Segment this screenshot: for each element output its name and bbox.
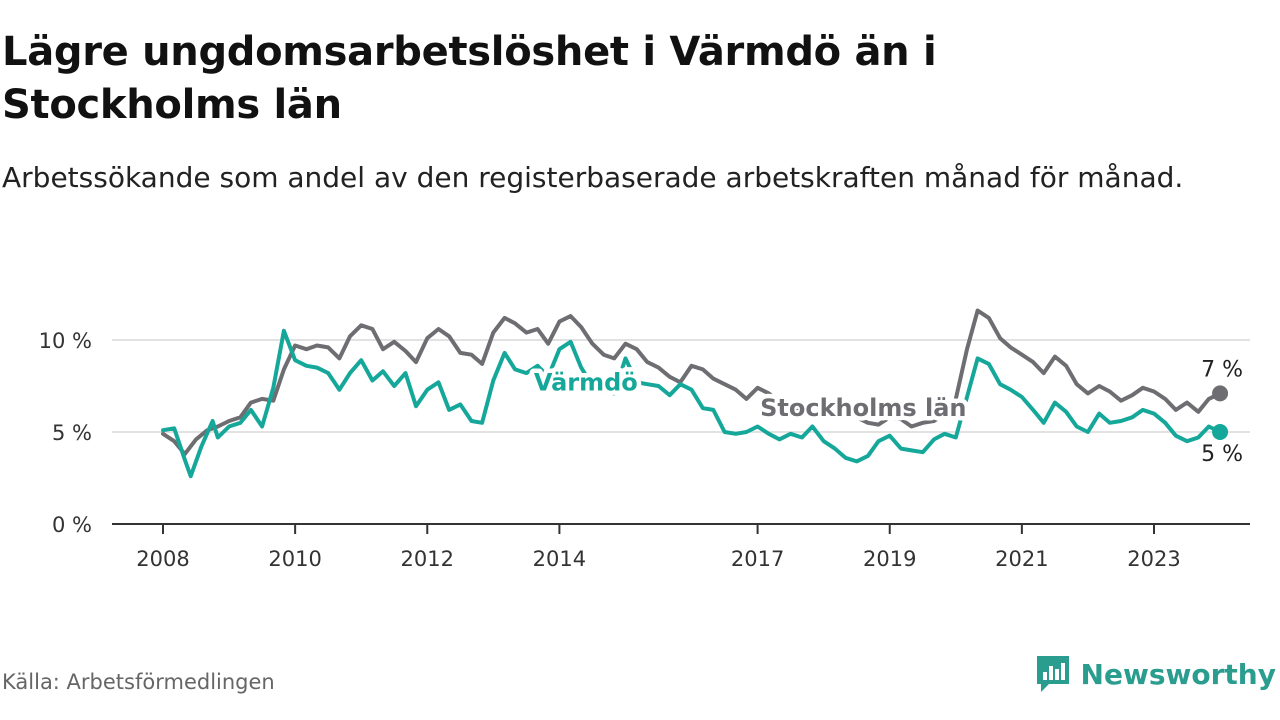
x-tick-label: 2014 xyxy=(533,547,586,571)
chart-subtitle: Arbetssökande som andel av den registerb… xyxy=(2,161,1184,194)
x-tick-label: 2021 xyxy=(995,547,1048,571)
x-tick-label: 2012 xyxy=(401,547,454,571)
series-end-point-stockholms-l-n xyxy=(1212,385,1229,402)
series-layer xyxy=(161,308,1229,479)
brand[interactable]: Newsworthy xyxy=(1035,654,1276,694)
x-axis: 2008 2010 2012 2014 2017 2019 2021 2023 xyxy=(112,523,1250,571)
series-annotation-label: Stockholms län xyxy=(760,394,966,422)
series-end-label: 7 % xyxy=(1201,357,1243,382)
newsworthy-logo-icon xyxy=(1036,656,1069,692)
y-tick-label: 5 % xyxy=(52,421,92,445)
source-note: Källa: Arbetsförmedlingen xyxy=(2,670,275,694)
x-tick-label: 2017 xyxy=(731,547,784,571)
label-layer: 7 % 5 % Värmdö Stockholms län xyxy=(529,357,1243,467)
series-end-label: 5 % xyxy=(1201,442,1243,467)
series-line-v-rmd- xyxy=(161,328,1223,479)
x-tick-label: 2010 xyxy=(268,547,321,571)
x-tick-label: 2023 xyxy=(1127,547,1180,571)
chart-title: Lägre ungdomsarbetslöshet i Värmdö än i … xyxy=(2,29,937,128)
series-line-stockholms-l-n xyxy=(161,308,1223,457)
y-tick-label: 0 % xyxy=(52,513,92,537)
x-tick-label: 2019 xyxy=(863,547,916,571)
grid-layer: 0 % 5 % 10 % xyxy=(39,329,1250,537)
brand-name: Newsworthy xyxy=(1080,657,1276,691)
series-annotation-label: Värmdö xyxy=(534,368,638,396)
series-end-point-v-rmd- xyxy=(1212,424,1229,440)
y-tick-label: 10 % xyxy=(39,329,92,353)
x-tick-label: 2008 xyxy=(136,547,189,571)
